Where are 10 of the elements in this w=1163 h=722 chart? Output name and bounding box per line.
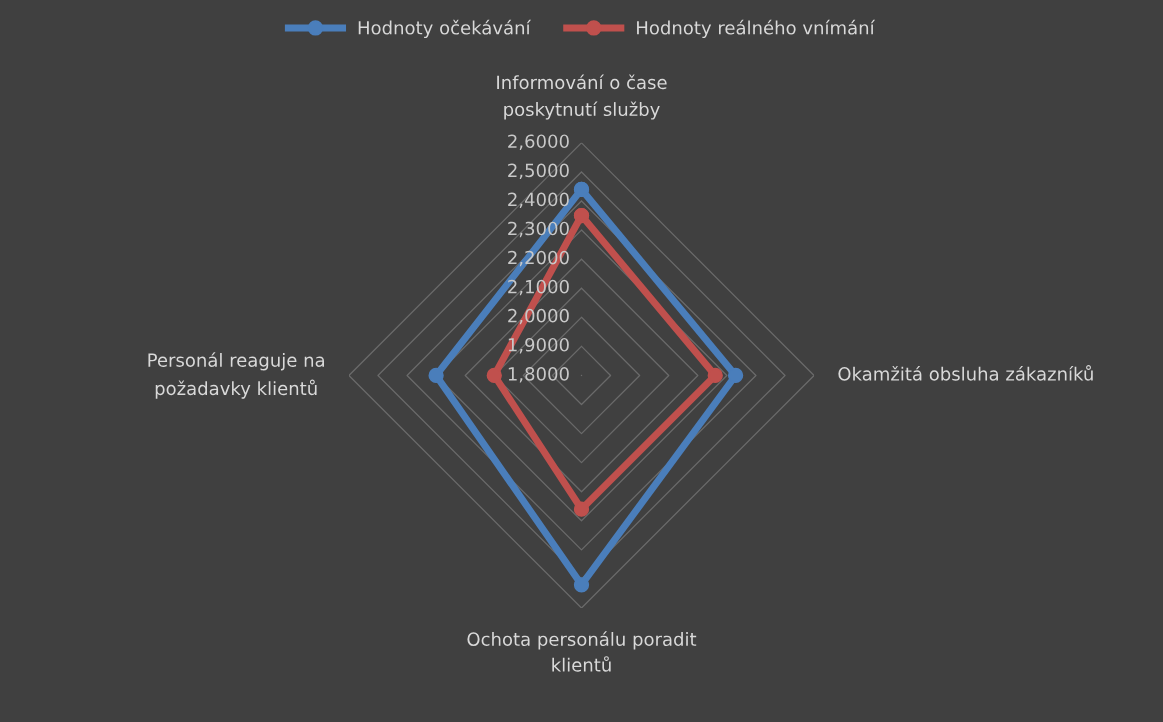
spoke-label: Personál reaguje na požadavky klientů bbox=[148, 352, 324, 399]
legend-label: Hodnoty očekávání bbox=[358, 19, 532, 39]
spoke-label: Okamžitá obsluha zákazníků bbox=[838, 365, 1093, 381]
y-tick-label: 2,5000 bbox=[508, 163, 569, 179]
spoke-label: Informování o čase poskytnutí služby bbox=[497, 74, 667, 120]
legend-label: Hodnoty reálného vnímání bbox=[637, 19, 876, 39]
y-tick-label: 1,8000 bbox=[508, 367, 569, 383]
y-tick-label: 2,4000 bbox=[508, 192, 569, 209]
y-tick-label: 2,6000 bbox=[508, 134, 569, 150]
spoke-label: Ochota personálu poradit klientů bbox=[467, 631, 697, 672]
